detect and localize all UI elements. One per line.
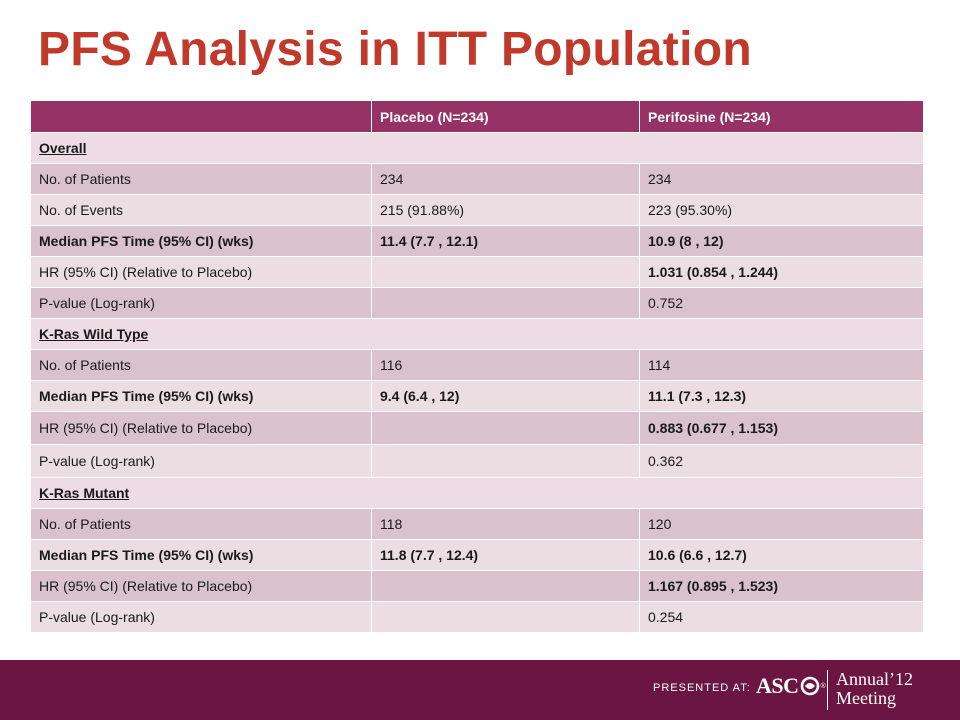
placebo-value bbox=[371, 256, 640, 288]
placebo-value: 116 bbox=[371, 349, 640, 381]
asco-text: ASC bbox=[756, 673, 799, 698]
perifosine-value: 0.883 (0.677 , 1.153) bbox=[639, 411, 924, 445]
year-text: ’12 bbox=[889, 669, 913, 689]
table-row: Median PFS Time (95% CI) (wks) 9.4 (6.4 … bbox=[30, 380, 924, 412]
table-row: No. of Patients 118 120 bbox=[30, 508, 924, 540]
header-cell-placebo: Placebo (N=234) bbox=[371, 100, 640, 133]
table-row: Median PFS Time (95% CI) (wks) 11.8 (7.7… bbox=[30, 539, 924, 571]
row-label: P-value (Log-rank) bbox=[30, 444, 372, 478]
section-row-kras-wild-type: K-Ras Wild Type bbox=[30, 318, 924, 350]
perifosine-value: 10.9 (8 , 12) bbox=[639, 225, 924, 257]
section-row-overall: Overall bbox=[30, 132, 924, 164]
perifosine-value: 1.031 (0.854 , 1.244) bbox=[639, 256, 924, 288]
perifosine-value: 120 bbox=[639, 508, 924, 540]
logo-divider bbox=[827, 670, 828, 710]
row-label: HR (95% CI) (Relative to Placebo) bbox=[30, 570, 372, 602]
row-label: Median PFS Time (95% CI) (wks) bbox=[30, 225, 372, 257]
table-row: HR (95% CI) (Relative to Placebo) 1.167 … bbox=[30, 570, 924, 602]
placebo-value: 118 bbox=[371, 508, 640, 540]
row-label: Median PFS Time (95% CI) (wks) bbox=[30, 539, 372, 571]
row-label: P-value (Log-rank) bbox=[30, 601, 372, 633]
table-row: Median PFS Time (95% CI) (wks) 11.4 (7.7… bbox=[30, 225, 924, 257]
placebo-value: 9.4 (6.4 , 12) bbox=[371, 380, 640, 412]
perifosine-value: 11.1 (7.3 , 12.3) bbox=[639, 380, 924, 412]
placebo-value bbox=[371, 411, 640, 445]
row-label: No. of Patients bbox=[30, 508, 372, 540]
perifosine-value: 0.254 bbox=[639, 601, 924, 633]
asco-swirl-icon bbox=[800, 676, 819, 696]
row-label: HR (95% CI) (Relative to Placebo) bbox=[30, 256, 372, 288]
row-label: No. of Patients bbox=[30, 163, 372, 195]
pfs-table: Placebo (N=234) Perifosine (N=234) Overa… bbox=[30, 100, 924, 633]
placebo-value bbox=[371, 570, 640, 602]
perifosine-value: 10.6 (6.6 , 12.7) bbox=[639, 539, 924, 571]
registered-mark: ® bbox=[820, 682, 826, 690]
row-label: No. of Patients bbox=[30, 349, 372, 381]
placebo-value: 11.4 (7.7 , 12.1) bbox=[371, 225, 640, 257]
placebo-value bbox=[371, 601, 640, 633]
table-row: No. of Patients 234 234 bbox=[30, 163, 924, 195]
table-row: HR (95% CI) (Relative to Placebo) 0.883 … bbox=[30, 411, 924, 445]
table-row: HR (95% CI) (Relative to Placebo) 1.031 … bbox=[30, 256, 924, 288]
placebo-value bbox=[371, 444, 640, 478]
perifosine-value: 0.752 bbox=[639, 287, 924, 319]
annual-text: Annual bbox=[836, 669, 889, 689]
table-row: P-value (Log-rank) 0.254 bbox=[30, 601, 924, 633]
perifosine-value: 114 bbox=[639, 349, 924, 381]
perifosine-value: 234 bbox=[639, 163, 924, 195]
perifosine-value: 223 (95.30%) bbox=[639, 194, 924, 226]
placebo-value bbox=[371, 287, 640, 319]
perifosine-value: 0.362 bbox=[639, 444, 924, 478]
placebo-value: 215 (91.88%) bbox=[371, 194, 640, 226]
section-label: Overall bbox=[30, 132, 924, 164]
header-cell-perifosine: Perifosine (N=234) bbox=[639, 100, 924, 133]
slide-title: PFS Analysis in ITT Population bbox=[38, 23, 752, 76]
row-label: HR (95% CI) (Relative to Placebo) bbox=[30, 411, 372, 445]
placebo-value: 11.8 (7.7 , 12.4) bbox=[371, 539, 640, 571]
row-label: Median PFS Time (95% CI) (wks) bbox=[30, 380, 372, 412]
row-label: No. of Events bbox=[30, 194, 372, 226]
section-row-kras-mutant: K-Ras Mutant bbox=[30, 477, 924, 509]
presented-at-label: PRESENTED AT: bbox=[653, 682, 751, 694]
header-cell-label bbox=[30, 100, 372, 133]
table-header-row: Placebo (N=234) Perifosine (N=234) bbox=[30, 100, 924, 133]
meeting-text: Meeting bbox=[836, 688, 896, 708]
table-row: No. of Patients 116 114 bbox=[30, 349, 924, 381]
section-label: K-Ras Wild Type bbox=[30, 318, 924, 350]
annual-meeting-logo: Annual’12 Meeting bbox=[836, 670, 913, 708]
table-row: P-value (Log-rank) 0.752 bbox=[30, 287, 924, 319]
asco-logo: ASC ® bbox=[756, 673, 826, 699]
table-row: P-value (Log-rank) 0.362 bbox=[30, 444, 924, 478]
section-label: K-Ras Mutant bbox=[30, 477, 924, 509]
row-label: P-value (Log-rank) bbox=[30, 287, 372, 319]
table-row: No. of Events 215 (91.88%) 223 (95.30%) bbox=[30, 194, 924, 226]
perifosine-value: 1.167 (0.895 , 1.523) bbox=[639, 570, 924, 602]
footer-bar: PRESENTED AT: ASC ® Annual’12 Meeting bbox=[0, 660, 960, 720]
placebo-value: 234 bbox=[371, 163, 640, 195]
